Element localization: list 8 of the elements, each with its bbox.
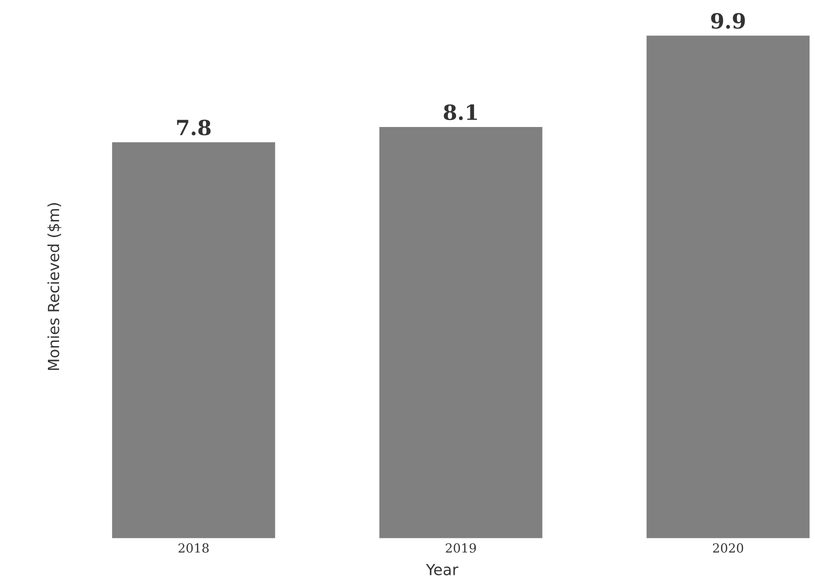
x-axis-title: Year — [426, 564, 458, 576]
x-tick-label: 2019 — [446, 543, 476, 553]
x-tick-label: 2020 — [713, 543, 744, 553]
x-tick-label: 2018 — [178, 543, 209, 553]
data-label: 8.1 — [444, 104, 477, 120]
data-label: 7.8 — [177, 120, 211, 136]
y-axis-title: Monies Recieved ($m) — [47, 203, 62, 370]
data-label: 9.9 — [711, 13, 745, 29]
